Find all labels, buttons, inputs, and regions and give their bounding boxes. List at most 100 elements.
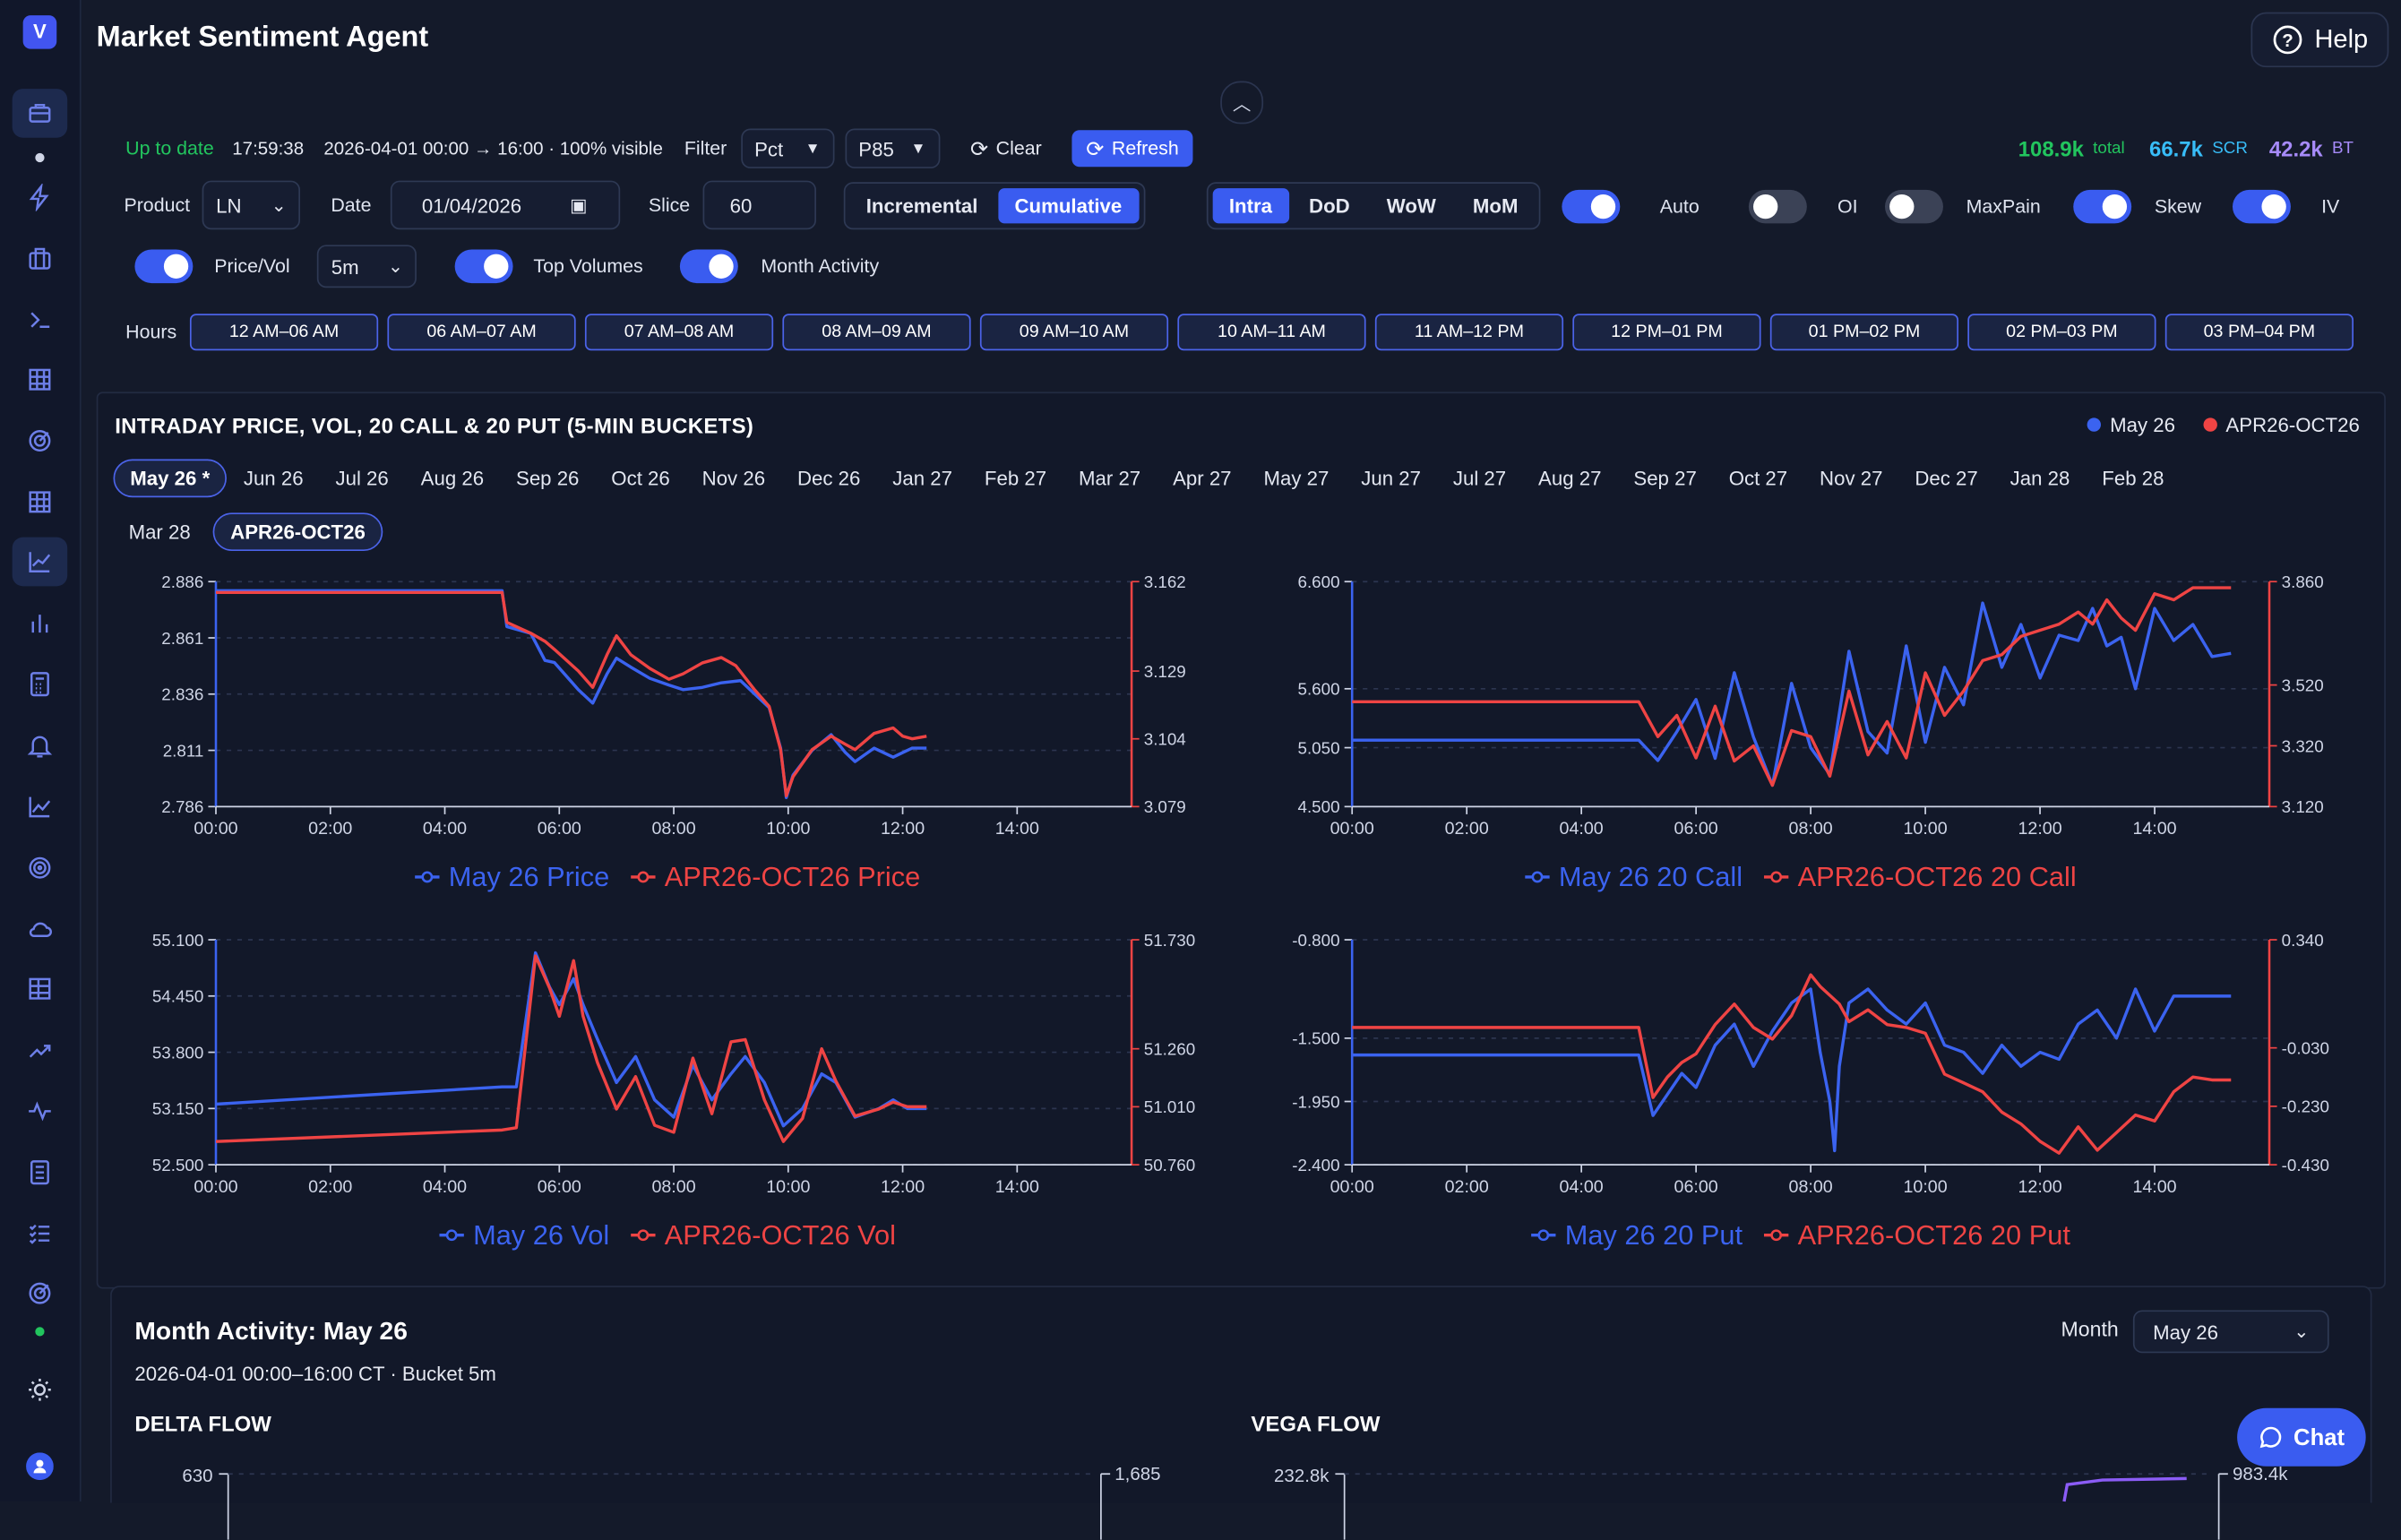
- month-tab[interactable]: Apr 27: [1173, 467, 1232, 490]
- month-tab[interactable]: Aug 27: [1538, 467, 1602, 490]
- auto-toggle[interactable]: [1562, 189, 1621, 224]
- mode-cumulative[interactable]: Cumulative: [997, 187, 1140, 223]
- legend-item-may26[interactable]: May 26: [2087, 413, 2175, 436]
- month-tab[interactable]: Nov 27: [1820, 467, 1883, 490]
- briefcase-outline-icon[interactable]: [13, 234, 68, 283]
- line-chart-icon[interactable]: [12, 537, 68, 587]
- slice-input[interactable]: 60: [701, 180, 816, 230]
- x-tick-label: 04:00: [423, 1177, 467, 1197]
- month-select[interactable]: May 26 ⌄: [2132, 1310, 2329, 1354]
- radar-icon[interactable]: [13, 843, 68, 892]
- month-tab[interactable]: Jul 26: [335, 467, 389, 490]
- month-tab[interactable]: Mar 27: [1079, 467, 1141, 490]
- trending-up-icon[interactable]: [13, 1026, 68, 1075]
- product-select[interactable]: LN ⌄: [202, 180, 301, 230]
- legend-label: APR26-OCT26 20 Put: [1798, 1219, 2071, 1251]
- month-activity-toggle[interactable]: [679, 249, 738, 284]
- delta-right-tick: 1,685: [1114, 1464, 1160, 1484]
- month-tab[interactable]: Oct 27: [1728, 467, 1788, 490]
- hour-range-button[interactable]: 09 AM–10 AM: [979, 314, 1169, 351]
- compare-intra[interactable]: Intra: [1212, 187, 1289, 223]
- grid-icon[interactable]: [13, 355, 68, 404]
- bell-icon[interactable]: [13, 721, 68, 770]
- legend-marker-dot: [637, 1229, 650, 1242]
- table-icon[interactable]: [13, 477, 68, 527]
- month-tab[interactable]: Oct 26: [611, 467, 670, 490]
- y-right-tick-label: -0.430: [2282, 1156, 2329, 1174]
- month-tab[interactable]: Jan 28: [2009, 467, 2070, 490]
- sun-icon[interactable]: [13, 1365, 68, 1415]
- maxpain-toggle[interactable]: [1885, 189, 1943, 224]
- hour-range-button[interactable]: 02 PM–03 PM: [1967, 314, 2156, 351]
- hour-range-button[interactable]: 10 AM–11 AM: [1177, 314, 1366, 351]
- trend-chart-icon[interactable]: [13, 782, 68, 831]
- pulse-icon[interactable]: [13, 1087, 68, 1136]
- month-tab[interactable]: Mar 28: [128, 520, 191, 544]
- month-tab[interactable]: Dec 27: [1915, 467, 1978, 490]
- calculator-icon[interactable]: [13, 659, 68, 709]
- legend-marker-dot: [421, 871, 434, 883]
- month-tab[interactable]: Sep 27: [1633, 467, 1697, 490]
- cloud-icon[interactable]: [13, 905, 68, 954]
- x-tick-label: 00:00: [1330, 819, 1374, 839]
- month-select-value: May 26: [2153, 1320, 2218, 1344]
- hour-range-button[interactable]: 08 AM–09 AM: [782, 314, 971, 351]
- month-tabs-row1: May 26 * Jun 26 Jul 26 Aug 26 Sep 26 Oct 26 No…: [113, 459, 2181, 498]
- month-tab[interactable]: Aug 26: [420, 467, 485, 490]
- compare-dod[interactable]: DoD: [1309, 194, 1350, 217]
- checklist-icon[interactable]: [13, 1209, 68, 1259]
- terminal-icon[interactable]: [13, 296, 68, 345]
- y-right-tick-label: 3.860: [2282, 572, 2324, 591]
- month-tab[interactable]: APR26-OCT26: [213, 512, 383, 552]
- compare-mom[interactable]: MoM: [1472, 194, 1519, 217]
- hour-range-button[interactable]: 01 PM–02 PM: [1769, 314, 1959, 351]
- chat-button[interactable]: Chat: [2237, 1407, 2366, 1467]
- skew-toggle[interactable]: [2073, 189, 2132, 224]
- legend-item-apr26-oct26[interactable]: APR26-OCT26: [2202, 413, 2360, 436]
- collapse-toggle-button[interactable]: ︿: [1220, 81, 1264, 125]
- radar-alt-icon[interactable]: [13, 1269, 68, 1318]
- month-tab[interactable]: Feb 27: [984, 467, 1047, 490]
- month-tab[interactable]: Jan 27: [892, 467, 953, 490]
- delta-left-tick: 630: [182, 1466, 212, 1486]
- filter-select[interactable]: Pct ▼: [740, 128, 834, 168]
- month-tab[interactable]: Sep 26: [515, 467, 580, 490]
- calculator-alt-icon[interactable]: [13, 1148, 68, 1197]
- mode-incremental[interactable]: Incremental: [865, 194, 978, 217]
- hour-range-button[interactable]: 11 AM–12 PM: [1374, 314, 1564, 351]
- oi-toggle[interactable]: [1748, 189, 1807, 224]
- month-tab[interactable]: May 27: [1263, 467, 1330, 490]
- refresh-button[interactable]: ⟳ Refresh: [1071, 130, 1193, 168]
- percentile-select[interactable]: P85 ▼: [844, 128, 940, 168]
- month-tab[interactable]: Feb 28: [2102, 467, 2164, 490]
- target-icon[interactable]: [13, 417, 68, 466]
- briefcase-icon[interactable]: [12, 89, 68, 138]
- iv-toggle[interactable]: [2232, 189, 2291, 224]
- spreadsheet-icon[interactable]: [13, 964, 68, 1013]
- top-volumes-toggle[interactable]: [455, 249, 514, 284]
- hour-range-button[interactable]: 06 AM–07 AM: [387, 314, 576, 351]
- month-tab[interactable]: Nov 26: [701, 467, 766, 490]
- x-tick-label: 02:00: [1445, 1177, 1489, 1197]
- month-tab[interactable]: Jun 27: [1361, 467, 1421, 490]
- lightning-icon[interactable]: [13, 173, 68, 222]
- help-button[interactable]: ? Help: [2250, 12, 2389, 68]
- compare-wow[interactable]: WoW: [1386, 194, 1436, 217]
- hour-range-button[interactable]: 03 PM–04 PM: [2164, 314, 2354, 351]
- hour-range-button[interactable]: 12 AM–06 AM: [189, 314, 379, 351]
- hour-range-button[interactable]: 12 PM–01 PM: [1572, 314, 1761, 351]
- hour-range-button[interactable]: 07 AM–08 AM: [584, 314, 774, 351]
- legend-marker-dot: [445, 1229, 458, 1242]
- y-left-tick-label: 2.786: [161, 797, 203, 816]
- price-vol-toggle[interactable]: [134, 249, 194, 284]
- clear-button[interactable]: ⟳ Clear: [970, 135, 1042, 161]
- app-logo[interactable]: V: [22, 15, 57, 49]
- date-input[interactable]: 01/04/2026 ▣: [389, 180, 620, 230]
- month-tab[interactable]: Jul 27: [1452, 467, 1507, 490]
- user-avatar-icon[interactable]: [13, 1441, 68, 1491]
- month-tab[interactable]: May 26 *: [113, 459, 228, 498]
- bar-chart-icon[interactable]: [13, 598, 68, 648]
- month-tab[interactable]: Dec 26: [796, 467, 861, 490]
- interval-select[interactable]: 5m ⌄: [317, 245, 417, 288]
- month-tab[interactable]: Jun 26: [243, 467, 304, 490]
